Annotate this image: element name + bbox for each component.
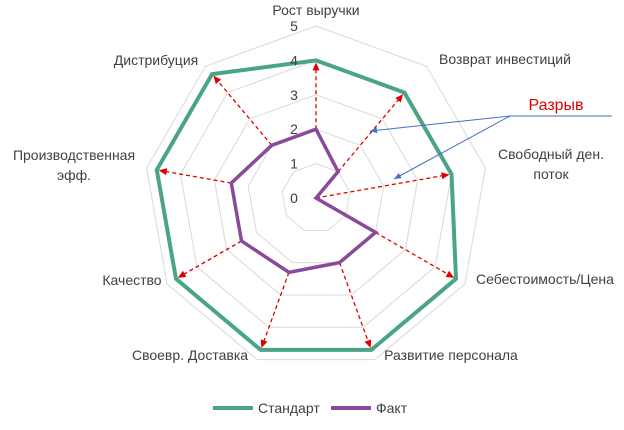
tick-label: 0 — [290, 190, 298, 206]
category-label: Производственная эфф. — [13, 147, 135, 183]
gap-arrowhead — [441, 172, 450, 180]
gap-arrowhead — [395, 94, 404, 103]
tick-label: 3 — [290, 87, 298, 103]
gap-line — [216, 79, 273, 146]
gap-line — [164, 170, 232, 184]
gap-line — [337, 98, 400, 173]
tick-label: 2 — [290, 121, 298, 137]
category-label: Возврат инвестиций — [439, 51, 571, 67]
category-label: Своевр. Доставка — [132, 347, 248, 363]
legend: Стандарт Факт — [213, 400, 408, 416]
category-label: Себестоимость/Цена — [476, 271, 614, 287]
legend-label: Стандарт — [258, 400, 320, 416]
annotation-pointer — [369, 115, 511, 132]
tick-label: 4 — [290, 52, 298, 68]
series-line-standard — [154, 58, 459, 352]
grid-ring — [281, 163, 351, 231]
grid-ring — [146, 25, 486, 361]
grid — [146, 25, 486, 361]
gap-line — [182, 240, 242, 276]
category-label: Рост выручки — [272, 2, 359, 18]
radial-ticks: 0 1 2 3 4 5 — [290, 18, 298, 206]
category-labels: Рост выручки Возврат инвестиций Свободный … — [13, 2, 614, 363]
gap-arrowhead — [177, 270, 187, 278]
gap-arrowhead — [213, 75, 222, 85]
grid-ring — [247, 128, 385, 264]
category-label: Свободный ден. поток — [498, 146, 604, 182]
gap-lines — [158, 62, 455, 349]
gap-arrowhead — [158, 168, 168, 176]
category-label: Качество — [102, 272, 161, 288]
annotation-arrowhead — [394, 173, 402, 179]
annotation-arrowhead — [370, 127, 378, 134]
gap-line — [315, 174, 444, 199]
gap-arrowhead — [364, 339, 372, 349]
gap-arrowhead — [312, 62, 320, 71]
gap-line — [338, 262, 370, 343]
series — [154, 58, 459, 352]
gap-line — [375, 231, 450, 276]
gap-line — [262, 272, 290, 343]
category-label: Дистрибуция — [114, 52, 198, 68]
tick-label: 5 — [290, 18, 298, 34]
gap-arrowhead — [445, 270, 455, 278]
tick-label: 1 — [290, 156, 298, 172]
grid-ring — [213, 94, 419, 296]
series-line-actual — [229, 127, 379, 275]
annotation-label: Разрыв — [528, 97, 583, 114]
gap-arrowhead — [260, 339, 268, 349]
category-label: Развитие персонала — [384, 347, 518, 363]
legend-label: Факт — [376, 400, 408, 416]
annotation-pointer — [393, 115, 511, 180]
annotation: Разрыв — [369, 97, 612, 180]
